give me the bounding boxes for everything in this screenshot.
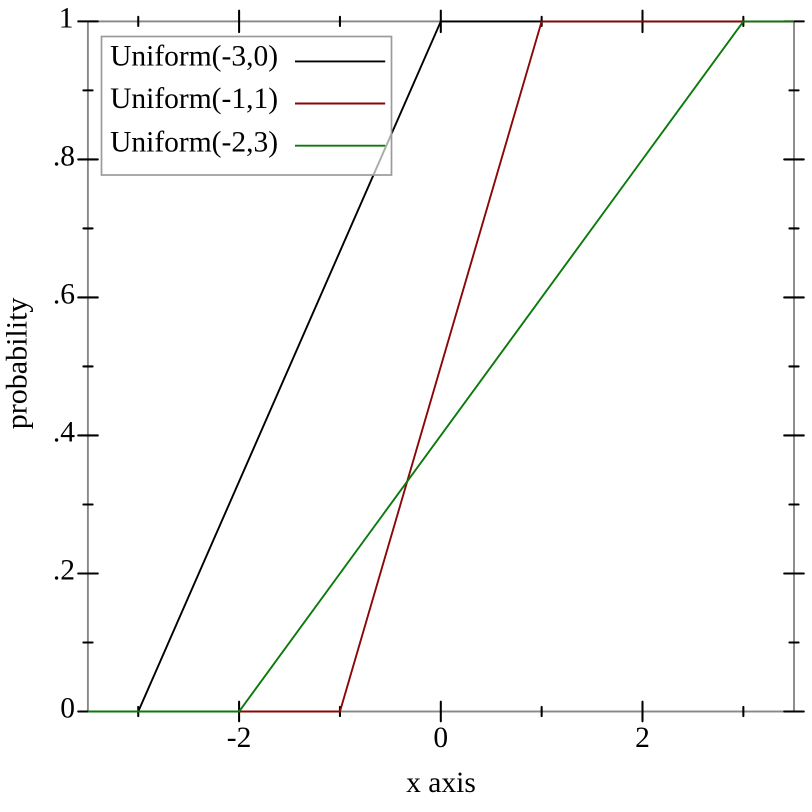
svg-text:-2: -2 (227, 722, 252, 754)
svg-text:Uniform(-1,1): Uniform(-1,1) (110, 83, 278, 115)
svg-text:.2: .2 (53, 555, 75, 587)
svg-text:probability: probability (0, 298, 33, 430)
svg-text:0: 0 (433, 722, 448, 754)
svg-text:.4: .4 (53, 417, 75, 449)
svg-text:2: 2 (635, 722, 650, 754)
svg-text:0: 0 (60, 693, 75, 725)
svg-text:.6: .6 (53, 279, 75, 311)
svg-text:Uniform(-3,0): Uniform(-3,0) (110, 41, 278, 73)
svg-text:.8: .8 (53, 140, 75, 172)
svg-text:Uniform(-2,3): Uniform(-2,3) (110, 127, 278, 159)
svg-text:x axis: x axis (406, 767, 476, 799)
svg-text:1: 1 (59, 2, 74, 34)
